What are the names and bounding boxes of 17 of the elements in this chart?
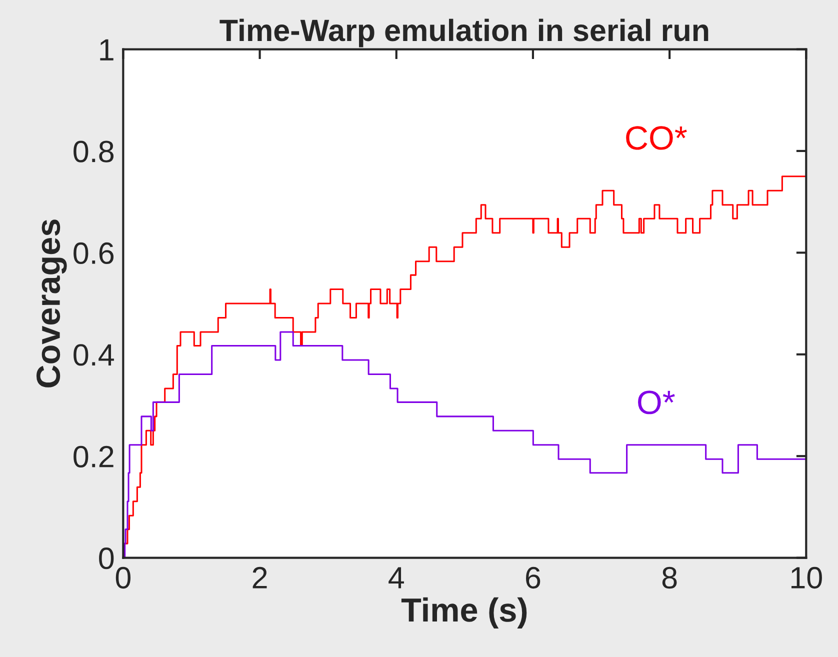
y-tick-label: 0 <box>99 548 114 570</box>
y-tick-label: 0.8 <box>74 140 114 162</box>
x-tick-label: 10 <box>791 566 822 589</box>
chart-title: Time-Warp emulation in serial run <box>220 18 708 48</box>
x-tick-label: 4 <box>388 567 404 588</box>
series-label: O* <box>638 390 675 414</box>
x-tick-label: 6 <box>526 566 540 589</box>
y-tick-label: 0.4 <box>74 344 114 366</box>
x-axis-title: Time (s) <box>401 597 527 628</box>
x-tick-label: 2 <box>252 566 267 588</box>
y-axis-title: Coverages <box>36 220 67 388</box>
y-tick-label: 0.2 <box>74 446 114 468</box>
y-tick-label: 0.6 <box>74 242 114 264</box>
x-tick-label: 8 <box>662 566 677 589</box>
x-tick-label: 0 <box>116 566 130 589</box>
y-tick-label: 1 <box>100 39 114 60</box>
series-label: CO* <box>626 126 687 150</box>
